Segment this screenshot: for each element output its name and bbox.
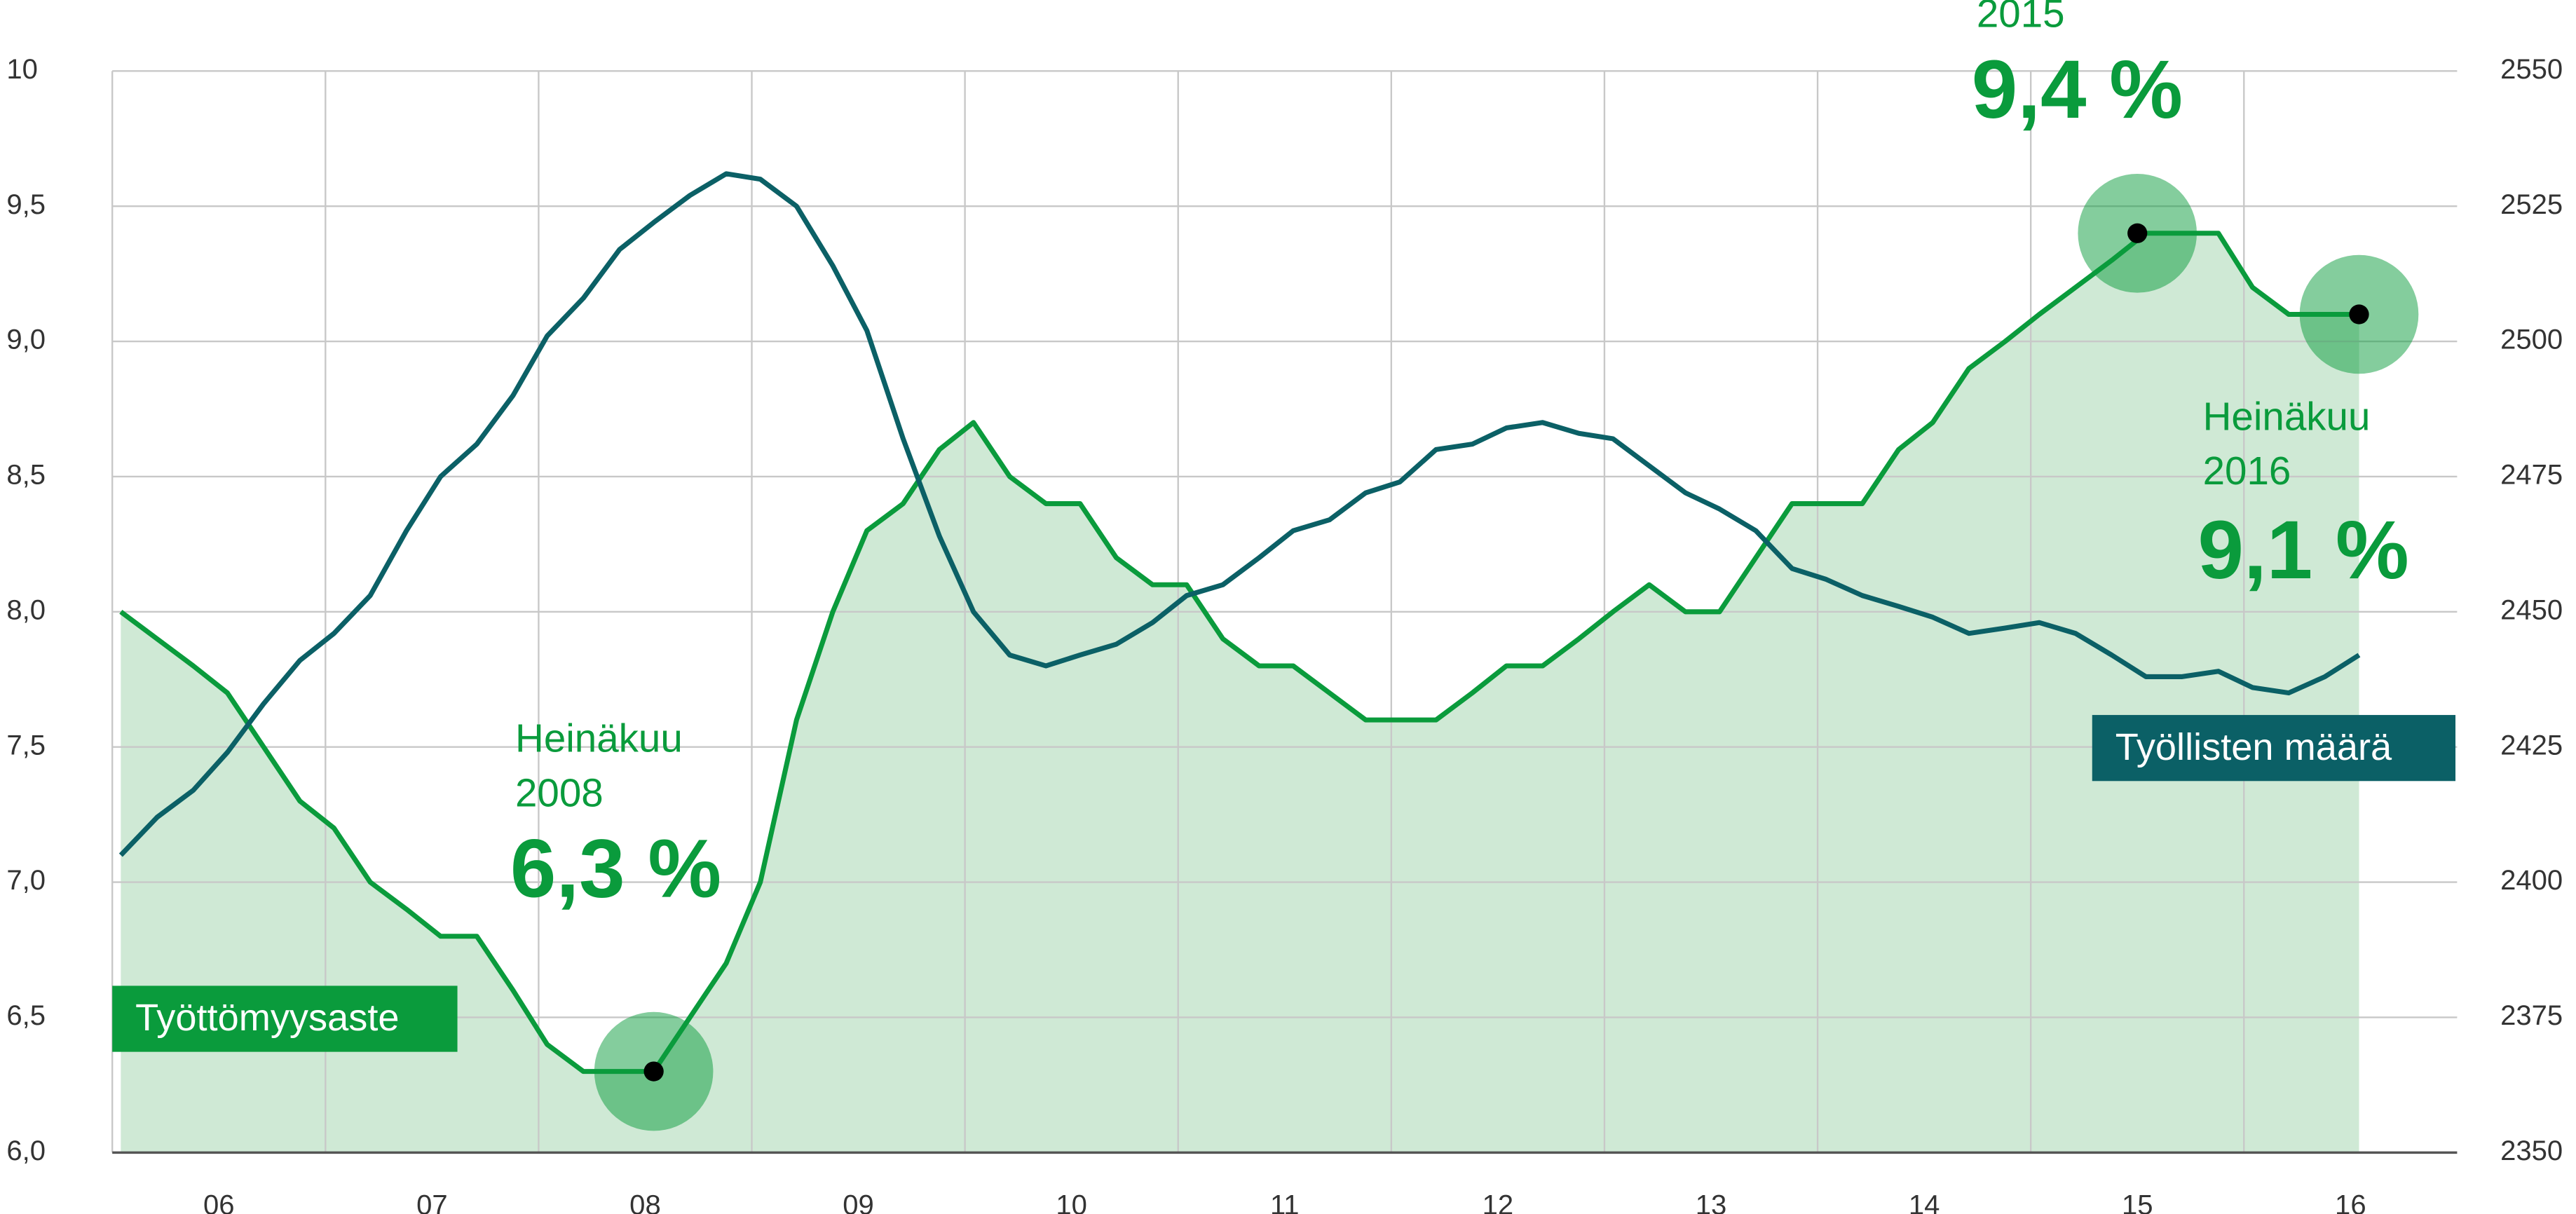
x-tick-label: 16 <box>2335 1190 2366 1214</box>
x-tick-label: 15 <box>2122 1190 2153 1214</box>
grid <box>111 70 2458 1154</box>
y-tick-label: 8,5 <box>6 460 46 491</box>
y2-tick-label: 2450 <box>2500 594 2563 625</box>
legend-box <box>2092 715 2456 782</box>
y-tick-label: 10 <box>6 54 38 85</box>
annotation-value: 6,3 % <box>510 822 721 915</box>
y2-tick-label: 2375 <box>2500 1000 2563 1031</box>
annotation-text: Heinäkuu <box>2203 394 2371 438</box>
legend-label: Työttömyysaste <box>135 997 399 1039</box>
point <box>2127 223 2148 243</box>
x-tick-label: 08 <box>629 1190 661 1214</box>
legend-box <box>112 985 458 1052</box>
y-tick-label: 7,0 <box>6 865 46 896</box>
y2-tick-label: 2475 <box>2500 460 2563 491</box>
y2-tick-label: 2550 <box>2500 54 2563 85</box>
y2-tick-label: 2425 <box>2500 730 2563 761</box>
line <box>119 231 2359 1075</box>
x-tick-label: 06 <box>203 1190 235 1214</box>
x-tick-label: 13 <box>1696 1190 1727 1214</box>
line <box>118 171 2361 857</box>
x-tick-label: 14 <box>1909 1190 1940 1214</box>
x-tick-label: 07 <box>416 1190 448 1214</box>
annotation-text: 2016 <box>2203 449 2291 493</box>
y-tick-label: 6,5 <box>6 1000 46 1031</box>
y-tick-label: 9,5 <box>6 189 46 220</box>
point <box>2349 304 2369 325</box>
annotation-text: 2008 <box>515 770 604 814</box>
y-tick-label: 8,0 <box>6 594 46 625</box>
annotation-text: Heinäkuu <box>515 716 683 761</box>
x-tick-label: 10 <box>1056 1190 1087 1214</box>
x-tick-label: 11 <box>1270 1190 1300 1214</box>
y-tick-label: 7,5 <box>6 730 46 761</box>
annotation-value: 9,1 % <box>2198 503 2409 596</box>
y-tick-label: 9,0 <box>6 325 46 355</box>
x-tick-label: 09 <box>843 1190 874 1214</box>
y2-tick-label: 2400 <box>2500 865 2563 896</box>
y-tick-label: 6,0 <box>6 1135 46 1166</box>
point <box>643 1061 664 1082</box>
y2-tick-label: 2350 <box>2500 1135 2563 1166</box>
annotation-text: 2015 <box>1977 0 2065 36</box>
y2-tick-label: 2500 <box>2500 325 2563 355</box>
annotation-value: 9,4 % <box>1972 43 2183 135</box>
y2-tick-label: 2525 <box>2500 189 2563 220</box>
x-tick-label: 12 <box>1483 1190 1514 1214</box>
legend-label: Työllisten määrä <box>2115 726 2392 768</box>
area <box>121 233 2359 1153</box>
